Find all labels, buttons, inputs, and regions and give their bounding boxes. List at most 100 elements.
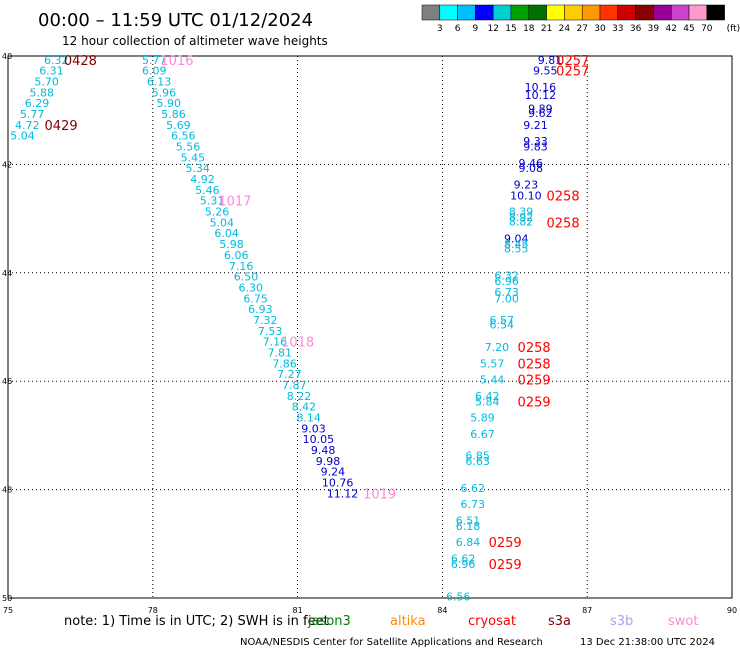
wave-height-label: 8.45 [504, 238, 529, 251]
wave-height-label: 5.77 [142, 54, 167, 67]
pass-id-label: 0257 [556, 54, 589, 69]
y-tick-label: 46 [2, 377, 12, 386]
y-tick-label: 42 [2, 160, 12, 169]
wave-height-label: 4.72 [15, 119, 40, 132]
wave-height-label: 8.82 [509, 215, 534, 228]
mission-legend-item: jason3 [307, 614, 351, 629]
wave-height-label: 9.21 [523, 119, 548, 132]
x-tick-label: 78 [148, 606, 158, 615]
colorbar-legend: 3 6 9 12 15 18 21 24 27 30 33 36 39 42 45 70 (ft) [421, 4, 740, 34]
wave-height-label: 6.56 [446, 590, 471, 603]
wave-height-label: 9.55 [533, 65, 558, 78]
wave-height-label: 10.05 [303, 433, 335, 446]
colorbar-swatch [581, 4, 601, 21]
wave-height-label: 10.76 [322, 477, 354, 490]
wave-height-label: 8.55 [504, 242, 529, 255]
wave-height-label: 9.83 [523, 141, 548, 154]
wave-height-label: 9.23 [514, 178, 539, 191]
mission-legend-item: swot [668, 614, 698, 629]
wave-height-label: 9.48 [311, 444, 336, 457]
pass-id-label: 0259 [489, 558, 522, 573]
mission-legend-item: cryosat [468, 614, 516, 629]
colorbar-swatch [670, 4, 690, 21]
mission-legend-item: s3b [610, 614, 633, 629]
wave-height-label: 7.53 [258, 325, 283, 338]
wave-height-label: 7.32 [253, 314, 278, 327]
wave-height-label: 6.09 [142, 65, 167, 78]
colorbar-swatch [599, 4, 619, 21]
colorbar-swatch [439, 4, 458, 21]
wave-height-label: 6.42 [475, 390, 500, 403]
colorbar-swatch [688, 4, 708, 21]
colorbar-tick-label: 27 [576, 24, 587, 34]
wave-height-label: 6.56 [171, 130, 196, 143]
wave-height-label: 6.93 [248, 303, 273, 316]
wave-height-label: 8.14 [296, 412, 321, 425]
wave-height-label: 6.96 [451, 558, 476, 571]
wave-height-label: 5.70 [34, 75, 59, 88]
pass-id-label: 0258 [547, 189, 580, 204]
colorbar-tick-label: 39 [648, 24, 660, 34]
colorbar-tick-label: 9 [473, 24, 479, 34]
wave-height-label: 10.16 [525, 81, 557, 94]
wave-height-label: 6.67 [470, 428, 495, 441]
wave-height-label: 8.92 [509, 211, 534, 224]
colorbar-swatch [546, 4, 565, 21]
pass-id-label: 0259 [489, 536, 522, 551]
wave-height-label: 6.50 [234, 271, 259, 284]
pass-id-label: 0258 [518, 341, 551, 356]
pass-labels: 0428042910161017101810190257025702580258… [45, 54, 590, 573]
pass-id-label: 0429 [45, 119, 78, 134]
wave-height-label: 7.16 [229, 260, 254, 273]
wave-height-label: 5.44 [480, 374, 505, 387]
mission-legend-item: s3a [548, 614, 571, 629]
credit-line: NOAA/NESDIS Center for Satellite Applica… [240, 637, 543, 648]
wave-height-label: 6.84 [456, 536, 481, 549]
wave-height-label: 7.86 [272, 357, 297, 370]
wave-height-label: 4.92 [190, 173, 215, 186]
wave-height-label: 5.98 [219, 238, 244, 251]
plot-frame [7, 55, 733, 599]
wave-height-label: 6.31 [39, 65, 64, 78]
colorbar-swatch [510, 4, 530, 21]
wave-height-label: 6.18 [456, 520, 481, 533]
wave-height-label: 8.39 [509, 206, 534, 219]
pass-id-label: 0258 [518, 357, 551, 372]
plot-grid [8, 56, 732, 598]
wave-height-label: 5.86 [161, 108, 186, 121]
y-tick-label: 44 [2, 269, 12, 278]
colorbar-tick-label: 12 [487, 24, 498, 34]
wave-height-label: 6.96 [494, 275, 519, 288]
colorbar-tick-label: 6 [455, 24, 461, 34]
wave-height-label: 6.62 [461, 482, 486, 495]
pass-id-label: 0257 [556, 65, 589, 80]
wave-height-label: 6.54 [490, 318, 515, 331]
wave-height-label: 5.45 [181, 151, 206, 164]
wave-height-label: 5.90 [156, 97, 181, 110]
y-tick-label: 50 [2, 594, 12, 603]
wave-height-label: 9.03 [301, 422, 326, 435]
x-tick-label: 84 [437, 606, 447, 615]
wave-height-label: 8.42 [292, 401, 317, 414]
colorbar-tick-label: 15 [505, 24, 516, 34]
x-tick-label: 90 [727, 606, 737, 615]
chart-title: 00:00 – 11:59 UTC 01/12/2024 [38, 10, 313, 31]
wave-height-label: 5.89 [470, 412, 495, 425]
wave-height-label: 9.33 [523, 135, 548, 148]
wave-height-label: 7.87 [282, 379, 307, 392]
y-tick-label: 40 [2, 52, 12, 61]
wave-height-label: 5.34 [185, 162, 210, 175]
mission-legend: jason3 altika cryosat s3a s3b swot [307, 614, 698, 629]
mission-legend-item: altika [390, 614, 426, 629]
pass-id-label: 1016 [160, 54, 193, 69]
wave-height-label: 7.81 [267, 346, 292, 359]
wave-height-label: 7.00 [494, 292, 519, 305]
wave-height-label: 5.04 [10, 130, 35, 143]
wave-height-label: 7.16 [263, 336, 288, 349]
colorbar-swatch [475, 4, 494, 21]
wave-height-label: 5.57 [480, 357, 505, 370]
wave-height-label: 5.46 [195, 184, 220, 197]
colorbar-swatch [653, 4, 672, 21]
wave-height-label: 6.30 [239, 281, 264, 294]
